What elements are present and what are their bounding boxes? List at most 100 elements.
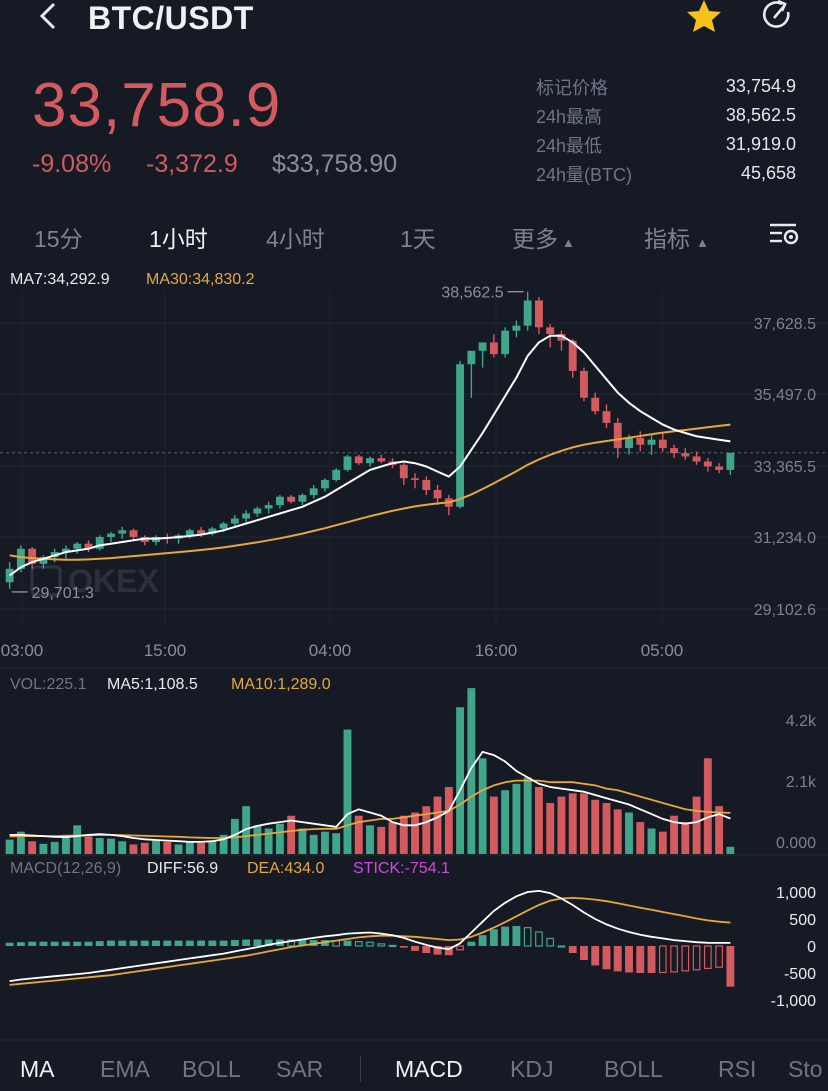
kline-chart[interactable]: OKEX 38,562.5 29,701.3 37,628.5 35,497.0 33… xyxy=(0,0,828,1050)
candle-body xyxy=(670,448,679,454)
volume-bar xyxy=(253,825,262,854)
candle-body xyxy=(309,488,318,496)
macd-layer xyxy=(5,889,735,987)
ma30-line xyxy=(9,423,731,561)
macd-stick xyxy=(298,940,307,946)
volume-bar xyxy=(174,844,183,854)
price-axis-label: 37,628.5 xyxy=(754,316,816,333)
macd-stick xyxy=(467,941,476,946)
macd-stick xyxy=(535,931,543,947)
volume-bar xyxy=(152,840,160,854)
tab-boll-sub[interactable]: BOLL xyxy=(604,1056,663,1082)
macd-axis: 1,000 500 0 -500 -1,000 xyxy=(771,885,816,1010)
volume-bar xyxy=(366,825,374,854)
candle-body xyxy=(298,495,307,502)
time-axis-label: 16:00 xyxy=(475,641,518,660)
candle-body xyxy=(512,325,521,331)
tab-1h[interactable]: 1小时 xyxy=(149,226,208,252)
chart-settings-button[interactable] xyxy=(768,220,800,253)
candle-body xyxy=(422,479,431,491)
volume-bar xyxy=(444,787,453,854)
volume-bar xyxy=(321,831,329,854)
tab-more[interactable]: 更多 ▲ xyxy=(512,220,575,254)
share-icon xyxy=(762,0,790,28)
volume-bar xyxy=(681,822,690,854)
candle-body xyxy=(219,523,228,529)
share-button[interactable] xyxy=(758,0,796,34)
tab-sar[interactable]: SAR xyxy=(276,1056,324,1082)
candle-body xyxy=(692,456,701,462)
tab-ma[interactable]: MA xyxy=(20,1056,55,1082)
macd-stick xyxy=(107,940,115,946)
favorite-button[interactable] xyxy=(684,0,724,34)
candle-body xyxy=(321,479,329,489)
macd-stick xyxy=(411,946,419,951)
candle-body xyxy=(28,548,37,564)
candle-body xyxy=(73,543,82,549)
back-button[interactable] xyxy=(34,0,64,32)
candle-body xyxy=(208,528,217,534)
tab-kdj[interactable]: KDJ xyxy=(510,1056,554,1082)
tab-15m[interactable]: 15分 xyxy=(34,226,83,252)
macd-stick xyxy=(84,941,93,946)
macd-dea-line xyxy=(9,896,731,986)
volume-bar xyxy=(399,815,408,854)
volume-bar xyxy=(692,796,701,854)
macd-stick xyxy=(512,926,521,946)
volume-axis: 4.2k 2.1k 0.000 xyxy=(776,713,817,852)
macd-stick xyxy=(670,945,678,973)
tab-boll-main[interactable]: BOLL xyxy=(182,1056,241,1082)
macd-stick xyxy=(636,946,645,973)
tab-macd[interactable]: MACD xyxy=(395,1056,463,1082)
tab-indicators[interactable]: 指标 ▲ xyxy=(644,220,709,254)
usd-price: $33,758.90 xyxy=(272,150,398,178)
price-axis: 37,628.5 35,497.0 33,365.5 31,234.0 29,102.6 xyxy=(754,316,816,619)
volume-bar xyxy=(602,802,611,854)
candle-body xyxy=(411,478,419,480)
candle-body xyxy=(84,543,93,549)
candle-body xyxy=(613,422,622,449)
volume-bar xyxy=(636,822,645,854)
vol-ma10-line xyxy=(9,779,731,839)
tab-4h[interactable]: 4小时 xyxy=(266,226,325,252)
candle-body xyxy=(264,505,273,509)
volume-bar xyxy=(591,799,600,854)
tab-rsi[interactable]: RSI xyxy=(718,1056,757,1082)
candle-body xyxy=(501,330,510,355)
volume-bar xyxy=(129,844,138,854)
tab-1d[interactable]: 1天 xyxy=(400,226,436,252)
macd-stick xyxy=(433,946,442,955)
macd-stick xyxy=(253,939,262,946)
volume-bar xyxy=(411,812,419,854)
candle-body xyxy=(568,340,577,371)
candle-body xyxy=(523,300,532,326)
macd-stick xyxy=(647,946,656,973)
volume-bar xyxy=(140,842,149,854)
volume-bar xyxy=(670,815,679,854)
candle-body xyxy=(399,464,408,479)
macd-stick xyxy=(591,946,600,966)
tab-stoch[interactable]: Sto xyxy=(788,1056,823,1082)
stat-value-low: 31,919.0 xyxy=(725,134,796,154)
caret-down-icon: ▲ xyxy=(696,235,709,250)
macd-stick xyxy=(16,942,25,946)
candle-body xyxy=(658,439,667,449)
volume-bar xyxy=(332,833,341,854)
volume-bar xyxy=(73,825,82,854)
candle-body xyxy=(456,364,465,507)
macd-stick xyxy=(185,940,194,946)
volume-bar xyxy=(185,842,194,854)
vol-ma10-legend: MA10:1,289.0 xyxy=(231,676,331,693)
volume-bar xyxy=(557,796,566,854)
volume-bar xyxy=(219,834,228,854)
candle-body xyxy=(253,508,262,514)
volume-bar xyxy=(118,841,127,854)
macd-stick xyxy=(557,945,566,948)
volume-bar xyxy=(61,834,70,854)
volume-bar xyxy=(625,812,633,854)
macd-stick xyxy=(444,946,453,956)
volume-bar xyxy=(388,822,397,854)
tab-ema[interactable]: EMA xyxy=(100,1056,150,1082)
candle-body xyxy=(230,518,239,524)
pair-title: BTC/USDT xyxy=(88,0,254,36)
